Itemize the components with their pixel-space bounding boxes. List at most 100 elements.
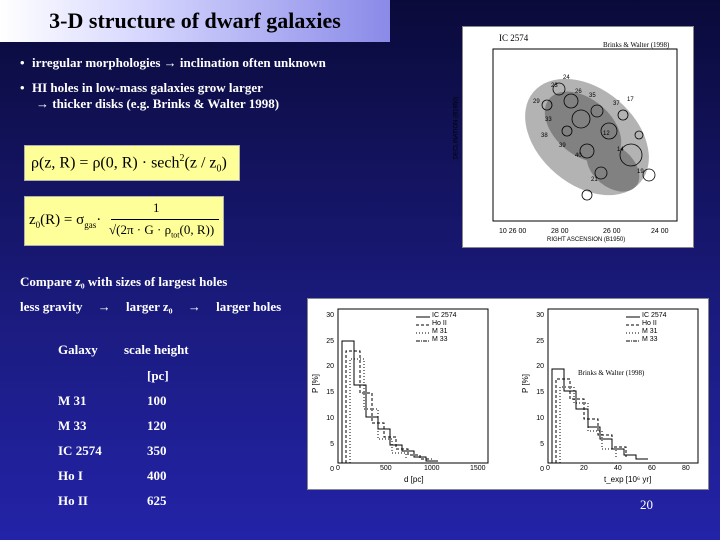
legend-item: M 31: [642, 328, 658, 335]
x-tick-label: 0: [336, 465, 340, 472]
svg-text:10 26 00: 10 26 00: [499, 228, 526, 235]
svg-text:26 00: 26 00: [603, 228, 621, 235]
legend-item: Ho II: [642, 320, 657, 327]
hole-label: 26: [575, 89, 582, 95]
map-credit: Brinks & Walter (1998): [603, 41, 670, 49]
table-row-height: 625: [147, 493, 167, 508]
slide-title: 3-D structure of dwarf galaxies: [0, 0, 390, 42]
x-tick-label: 1000: [424, 465, 440, 472]
legend-item: M 33: [432, 336, 448, 343]
hole-label: 24: [563, 75, 570, 81]
bullet-continuation: → thicker disks (e.g. Brinks & Walter 19…: [36, 96, 280, 111]
legend-item: M 33: [642, 336, 658, 343]
hi-map-figure: 10 26 00 28 00 26 00 24 00 IC 2574 Brink…: [453, 26, 694, 248]
legend-item: Ho II: [432, 320, 447, 327]
hole-label: 29: [533, 99, 540, 105]
map-y-axis-label: DECLINATION (B1950): [453, 96, 460, 160]
y-tick-label: 0: [330, 466, 334, 474]
formula-denominator: √(2π · G · ρ: [109, 222, 172, 237]
histogram-credit: Brinks & Walter (1998): [578, 369, 645, 377]
gravity-part: larger z₀: [125, 299, 173, 314]
x-tick-label: 60: [648, 465, 656, 472]
hole-label: 21: [591, 177, 598, 183]
hole-label: 38: [541, 133, 548, 139]
svg-text:28 00: 28 00: [551, 228, 569, 235]
formula-text: (0, R)): [179, 222, 215, 237]
formula-numerator: 1: [153, 200, 160, 215]
formula-subscript: tot: [171, 230, 180, 240]
bullet-text: HI holes in low-mass galaxies grow large…: [32, 80, 263, 95]
map-x-axis-label: RIGHT ASCENSION (B1950): [547, 237, 626, 243]
y-tick-label: 5: [330, 440, 334, 448]
formula-text: (z / z: [184, 154, 217, 172]
map-galaxy-label: IC 2574: [499, 33, 529, 43]
right-y-ticks: 30 25 20 15 10 5 0: [528, 303, 544, 483]
right-y-label: P [%]: [520, 374, 530, 393]
hole-label: 37: [613, 101, 620, 107]
hole-label: 33: [545, 117, 552, 123]
x-tick-label: 0: [546, 465, 550, 472]
left-y-ticks: 30 25 20 15 10 5 0: [318, 303, 334, 483]
formula-superscript: 2: [179, 153, 185, 164]
left-x-label: d [pc]: [404, 475, 424, 484]
y-tick-label: 0: [540, 466, 544, 474]
x-tick-label: 80: [682, 465, 690, 472]
gravity-part: larger holes: [216, 299, 282, 314]
y-tick-label: 10: [536, 414, 544, 422]
formula-text: z: [29, 212, 36, 228]
formula-text: ρ(z, R) = ρ(0, R) · sech: [31, 154, 180, 172]
y-tick-label: 20: [536, 363, 544, 371]
hole-label: 40: [575, 153, 582, 159]
table-row-height: 400: [147, 468, 167, 483]
hole-label: 19: [637, 169, 644, 175]
bullet-text: irregular morphologies → inclination oft…: [32, 55, 326, 70]
formula-subscript: 0: [216, 163, 222, 175]
x-tick-label: 500: [380, 465, 392, 472]
formula-subscript: 0: [35, 220, 41, 230]
legend-left: IC 2574 Ho II M 31 M 33: [432, 312, 457, 344]
arrow-icon: →: [97, 299, 111, 314]
histogram-figure: IC 2574 Ho II M 31 M 33 IC 2574 Ho II M …: [307, 298, 709, 490]
y-tick-label: 30: [536, 312, 544, 319]
table-row-height: 120: [147, 418, 167, 433]
table-header-scale: scale height: [124, 342, 189, 357]
y-tick-label: 15: [536, 389, 544, 397]
hi-map-image: 10 26 00 28 00 26 00 24 00: [492, 48, 678, 235]
table-row-galaxy: IC 2574: [58, 443, 102, 458]
formula-density: ρ(z, R) = ρ(0, R) · sech2(z / z0): [24, 145, 240, 181]
formula-text: ·: [96, 212, 102, 228]
y-tick-label: 25: [326, 337, 334, 345]
x-tick-label: 40: [614, 465, 622, 472]
compare-text: Compare z₀ with sizes of largest holes: [20, 274, 228, 289]
legend-right: IC 2574 Ho II M 31 M 33: [642, 312, 667, 344]
gravity-text: less gravity → larger z₀ → larger holes: [20, 299, 281, 315]
y-tick-label: 5: [540, 440, 544, 448]
formula-scale-height: z0(R) = σgas· 1 √(2π · G · ρtot(0, R)): [24, 196, 224, 246]
arrow-icon: →: [187, 299, 201, 314]
hole-label: 14: [617, 147, 624, 153]
y-tick-label: 10: [326, 414, 334, 422]
svg-text:24 00: 24 00: [651, 228, 669, 235]
bullet-morphology: • irregular morphologies → inclination of…: [20, 55, 326, 71]
hole-label: 17: [627, 97, 634, 103]
table-row-height: 100: [147, 393, 167, 408]
hole-label: 35: [589, 93, 596, 99]
formula-subscript: gas: [84, 220, 97, 230]
table-row-height: 350: [147, 443, 167, 458]
bullet-hi-holes: • HI holes in low-mass galaxies grow larg…: [20, 80, 263, 96]
x-tick-label: 1500: [470, 465, 486, 472]
left-y-label: P [%]: [310, 374, 320, 393]
y-tick-label: 25: [536, 337, 544, 345]
legend-item: IC 2574: [432, 312, 457, 319]
y-tick-label: 30: [326, 312, 334, 319]
page-number: 20: [640, 497, 653, 512]
table-row-galaxy: Ho II: [58, 493, 88, 508]
table-header-galaxy: Galaxy: [58, 342, 98, 357]
histogram-plot: [337, 308, 699, 464]
y-tick-label: 20: [326, 363, 334, 371]
table-row-galaxy: Ho I: [58, 468, 83, 483]
hole-label: 12: [603, 131, 610, 137]
hole-label: 23: [551, 83, 558, 89]
legend-item: M 31: [432, 328, 448, 335]
formula-text: ): [221, 154, 227, 172]
